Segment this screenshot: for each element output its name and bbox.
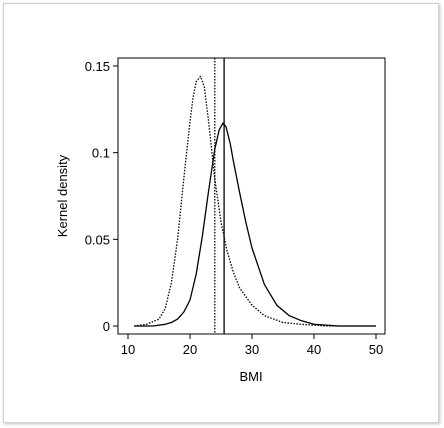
y-tick-label: 0 — [103, 319, 110, 334]
x-tick-label: 20 — [183, 342, 197, 357]
density-line-dotted — [134, 75, 376, 327]
x-tick-label: 30 — [245, 342, 259, 357]
data-layer — [134, 58, 376, 334]
x-tick-label: 10 — [121, 342, 135, 357]
tick-layer: 10 20 30 40 50 0 0.05 0.1 0.15 — [85, 59, 384, 357]
x-tick-label: 50 — [369, 342, 383, 357]
x-tick-label: 40 — [307, 342, 321, 357]
figure-card — [3, 3, 439, 423]
density-line-solid — [134, 122, 376, 327]
plot-frame — [117, 57, 386, 335]
y-tick-label: 0.05 — [85, 232, 110, 247]
x-axis-label: BMI — [239, 369, 262, 384]
y-axis-label: Kernel density — [55, 154, 70, 237]
y-tick-label: 0.1 — [92, 146, 110, 161]
y-tick-label: 0.15 — [85, 59, 110, 74]
